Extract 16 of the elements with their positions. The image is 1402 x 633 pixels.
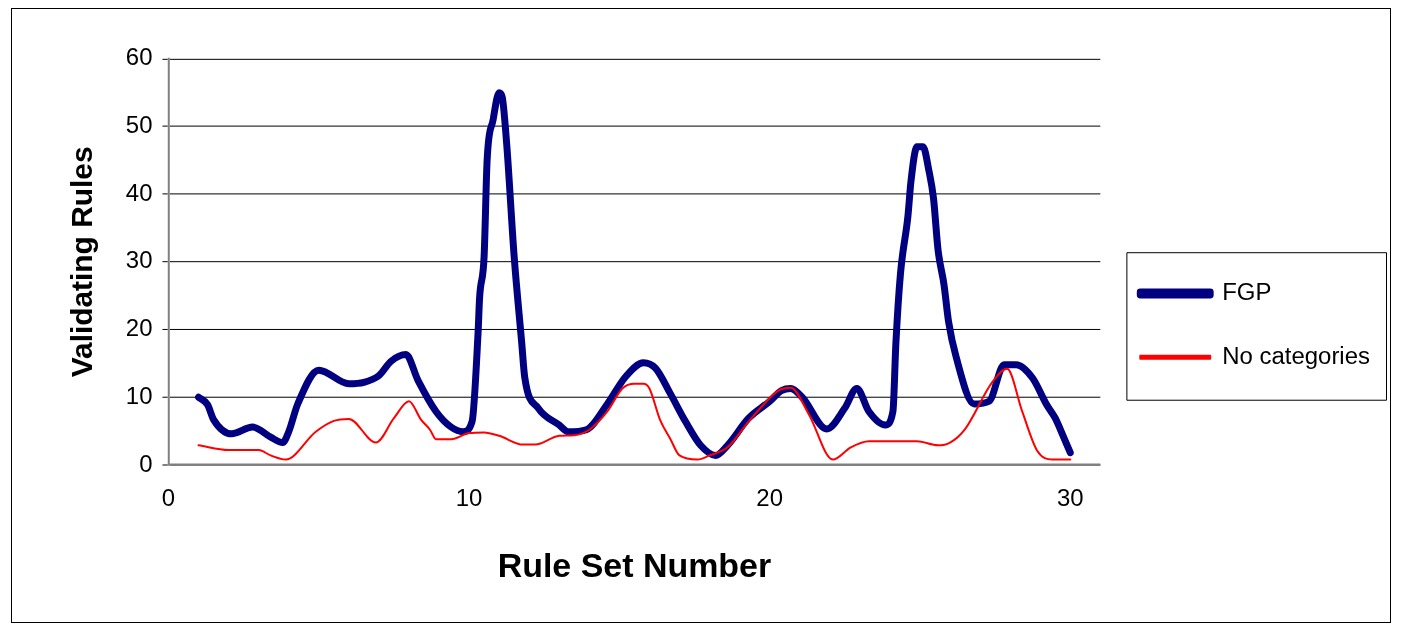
x-tick-label: 10 <box>455 483 483 511</box>
x-tick-label: 30 <box>1056 483 1084 511</box>
y-tick-label: 20 <box>125 314 153 342</box>
y-tick-label: 50 <box>125 111 153 139</box>
line-series <box>197 367 1072 461</box>
y-tick-label: 40 <box>125 178 153 206</box>
y-axis-title: Validating Rules <box>65 146 99 378</box>
y-tick-label: 0 <box>139 449 153 477</box>
x-axis-title: Rule Set Number <box>497 546 772 585</box>
x-tick-label: 0 <box>161 483 176 511</box>
y-tick-label: 60 <box>125 43 153 71</box>
legend-label: No categories <box>1222 341 1371 369</box>
legend-label: FGP <box>1222 278 1272 306</box>
y-tick-label: 30 <box>125 246 153 274</box>
y-tick-label: 10 <box>125 381 153 409</box>
x-tick-label: 20 <box>756 483 784 511</box>
